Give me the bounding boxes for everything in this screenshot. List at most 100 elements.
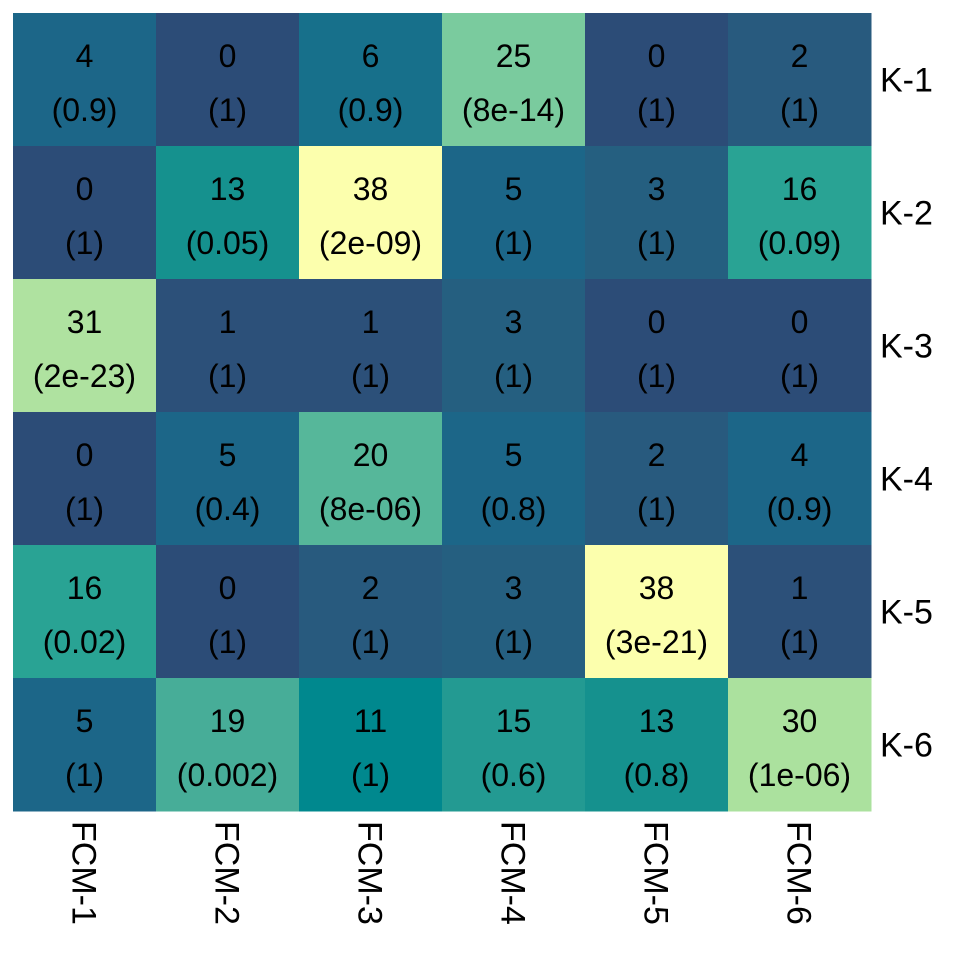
heatmap-cell-fill	[442, 412, 586, 546]
heatmap-cell: 5 (0.4)	[156, 412, 300, 546]
heatmap-cell-fill	[156, 146, 300, 280]
heatmap-cell: 0 (1)	[13, 146, 157, 280]
cell-count: 38	[353, 171, 389, 207]
cell-pvalue: (0.8)	[624, 757, 690, 793]
heatmap-cell-fill	[728, 678, 872, 812]
heatmap-cell: 1 (1)	[299, 279, 443, 413]
heatmap-cell-fill	[156, 412, 300, 546]
cell-pvalue: (0.8)	[481, 491, 547, 527]
cell-count: 13	[639, 703, 675, 739]
heatmap-cell: 19 (0.002)	[156, 678, 300, 812]
cell-count: 5	[219, 437, 237, 473]
cell-count: 3	[505, 570, 523, 606]
heatmap-cell: 1 (1)	[156, 279, 300, 413]
heatmap-cell: 5 (0.8)	[442, 412, 586, 546]
cell-count: 0	[648, 38, 666, 74]
cell-pvalue: (1)	[637, 225, 676, 261]
cell-count: 0	[76, 437, 94, 473]
heatmap-cell: 0 (1)	[13, 412, 157, 546]
heatmap-cell: 3 (1)	[442, 545, 586, 679]
heatmap-cell-fill	[299, 545, 443, 679]
cell-count: 2	[362, 570, 380, 606]
cell-pvalue: (8e-06)	[319, 491, 422, 527]
heatmap-cell-fill	[156, 678, 300, 812]
heatmap-cell: 38 (3e-21)	[585, 545, 729, 679]
heatmap-cell: 5 (1)	[442, 146, 586, 280]
heatmap-cell-fill	[13, 678, 157, 812]
row-label: K-4	[880, 461, 933, 499]
cell-count: 16	[67, 570, 103, 606]
cell-pvalue: (1)	[637, 358, 676, 394]
cell-count: 16	[782, 171, 818, 207]
heatmap-cell: 30 (1e-06)	[728, 678, 872, 812]
cell-pvalue: (1)	[65, 757, 104, 793]
cell-count: 0	[219, 570, 237, 606]
cell-pvalue: (1)	[494, 225, 533, 261]
cell-pvalue: (1)	[208, 624, 247, 660]
row-label: K-1	[880, 62, 933, 100]
heatmap-cell: 25 (8e-14)	[442, 13, 586, 147]
cell-count: 15	[496, 703, 532, 739]
cell-count: 0	[219, 38, 237, 74]
column-label: FCM-2	[208, 821, 246, 925]
heatmap-cell-fill	[299, 13, 443, 147]
cell-count: 0	[76, 171, 94, 207]
row-label: K-2	[880, 195, 933, 233]
heatmap-cell-fill	[156, 279, 300, 413]
cell-pvalue: (1)	[637, 491, 676, 527]
heatmap-cell-fill	[585, 412, 729, 546]
cell-pvalue: (0.002)	[177, 757, 278, 793]
heatmap-cell: 6 (0.9)	[299, 13, 443, 147]
heatmap-cell: 5 (1)	[13, 678, 157, 812]
cell-count: 1	[219, 304, 237, 340]
cell-pvalue: (2e-23)	[33, 358, 136, 394]
cell-count: 25	[496, 38, 532, 74]
row-label: K-3	[880, 328, 933, 366]
cell-count: 11	[354, 703, 387, 739]
heatmap-cell-fill	[156, 545, 300, 679]
cell-pvalue: (0.05)	[186, 225, 270, 261]
cell-count: 38	[639, 570, 675, 606]
heatmap-cell: 15 (0.6)	[442, 678, 586, 812]
heatmap-cell: 20 (8e-06)	[299, 412, 443, 546]
cell-pvalue: (1)	[494, 358, 533, 394]
cell-count: 0	[648, 304, 666, 340]
heatmap-cell: 13 (0.8)	[585, 678, 729, 812]
cell-count: 0	[791, 304, 809, 340]
cell-count: 5	[76, 703, 94, 739]
cell-count: 30	[782, 703, 818, 739]
cell-pvalue: (0.09)	[758, 225, 842, 261]
heatmap-cell: 4 (0.9)	[728, 412, 872, 546]
cell-pvalue: (0.6)	[481, 757, 547, 793]
cell-pvalue: (1)	[351, 624, 390, 660]
cell-pvalue: (1)	[780, 624, 819, 660]
cell-pvalue: (8e-14)	[462, 92, 565, 128]
cell-pvalue: (0.9)	[767, 491, 833, 527]
heatmap-cell: 4 (0.9)	[13, 13, 157, 147]
heatmap-cell: 2 (1)	[728, 13, 872, 147]
cell-count: 13	[210, 171, 246, 207]
heatmap-cell: 16 (0.02)	[13, 545, 157, 679]
cell-count: 19	[210, 703, 246, 739]
cell-pvalue: (0.9)	[52, 92, 118, 128]
heatmap-cell-fill	[299, 412, 443, 546]
column-label: FCM-6	[780, 821, 818, 925]
heatmap-cell-fill	[728, 279, 872, 413]
cell-pvalue: (1)	[208, 92, 247, 128]
cell-pvalue: (1)	[351, 757, 390, 793]
cell-pvalue: (1)	[780, 358, 819, 394]
heatmap-cell-fill	[442, 678, 586, 812]
cell-count: 20	[353, 437, 389, 473]
heatmap-cell: 0 (1)	[728, 279, 872, 413]
cell-count: 4	[791, 437, 809, 473]
row-label: K-5	[880, 594, 933, 632]
heatmap-cell-fill	[585, 279, 729, 413]
heatmap-cell: 11 (1)	[299, 678, 443, 812]
cell-pvalue: (0.9)	[338, 92, 404, 128]
heatmap-cell-fill	[728, 146, 872, 280]
cell-pvalue: (1)	[351, 358, 390, 394]
column-label: FCM-3	[351, 821, 389, 925]
heatmap-cell: 0 (1)	[156, 13, 300, 147]
cell-pvalue: (1)	[208, 358, 247, 394]
heatmap-cell-fill	[442, 545, 586, 679]
